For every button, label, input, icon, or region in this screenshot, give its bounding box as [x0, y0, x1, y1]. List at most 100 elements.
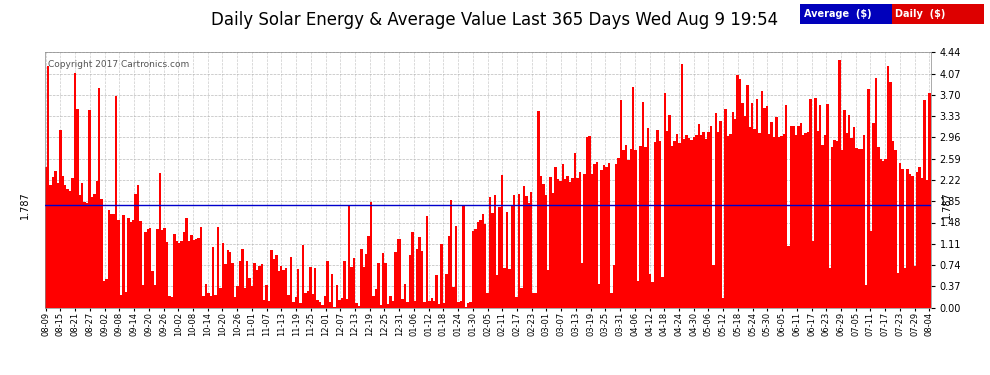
Bar [404, 284, 406, 308]
Bar [916, 172, 919, 308]
Bar [173, 234, 175, 308]
Bar [848, 115, 850, 308]
Bar [91, 197, 93, 308]
Bar [705, 139, 707, 308]
Bar [263, 300, 265, 307]
Bar [715, 112, 717, 308]
Bar [304, 293, 307, 308]
Bar [829, 268, 831, 308]
Bar [148, 228, 151, 308]
Bar [836, 141, 839, 308]
Bar [389, 296, 392, 307]
Bar [195, 239, 197, 308]
Bar [467, 303, 469, 307]
Bar [795, 135, 797, 308]
Bar [469, 302, 472, 307]
Bar [436, 274, 438, 308]
Bar [785, 105, 787, 308]
Bar [352, 258, 355, 308]
Bar [707, 132, 710, 308]
Bar [384, 263, 387, 308]
Bar [763, 108, 765, 307]
Bar [362, 267, 365, 308]
Bar [260, 264, 263, 308]
Bar [867, 89, 870, 308]
Bar [397, 239, 399, 308]
Bar [341, 298, 344, 307]
Bar [770, 122, 773, 308]
Bar [253, 264, 255, 308]
Bar [454, 226, 457, 308]
Bar [700, 135, 703, 308]
Bar [819, 105, 822, 308]
Bar [906, 170, 909, 308]
Bar [800, 123, 802, 308]
Bar [882, 161, 884, 308]
Bar [814, 98, 817, 308]
Bar [911, 176, 914, 308]
Bar [877, 147, 880, 308]
Bar [822, 145, 824, 308]
Bar [275, 255, 277, 308]
Bar [676, 134, 678, 308]
Bar [489, 197, 491, 308]
Bar [348, 206, 350, 308]
Bar [921, 178, 924, 308]
Bar [120, 295, 122, 307]
Bar [666, 130, 668, 308]
Bar [135, 194, 137, 308]
Bar [578, 172, 581, 308]
Bar [424, 302, 426, 307]
Bar [387, 304, 389, 307]
Bar [812, 241, 814, 308]
Bar [382, 252, 384, 308]
Bar [183, 232, 185, 308]
Bar [588, 136, 591, 308]
Bar [926, 180, 929, 308]
Bar [827, 104, 829, 308]
Bar [809, 99, 812, 308]
Bar [350, 267, 352, 308]
Bar [610, 293, 613, 308]
Bar [83, 202, 86, 308]
Bar [180, 241, 183, 308]
Bar [501, 175, 503, 308]
Bar [909, 174, 911, 308]
Bar [168, 296, 171, 307]
Bar [569, 182, 571, 308]
Bar [729, 134, 732, 308]
Bar [929, 93, 931, 308]
Bar [457, 303, 459, 307]
Bar [145, 232, 147, 308]
Bar [45, 167, 47, 308]
Bar [193, 240, 195, 308]
Bar [309, 267, 312, 308]
Bar [322, 305, 324, 308]
Bar [51, 177, 54, 308]
Text: Copyright 2017 Cartronics.com: Copyright 2017 Cartronics.com [48, 60, 189, 69]
Bar [302, 245, 304, 308]
Bar [775, 117, 778, 308]
Text: 1.787: 1.787 [20, 191, 30, 219]
Bar [843, 110, 845, 308]
Bar [188, 241, 190, 308]
Bar [115, 96, 118, 308]
Bar [755, 99, 758, 308]
Bar [742, 103, 743, 308]
Bar [765, 106, 768, 308]
Bar [518, 194, 521, 308]
Bar [605, 167, 608, 308]
Bar [394, 252, 397, 308]
Bar [66, 189, 69, 308]
Bar [710, 126, 712, 308]
Bar [853, 127, 855, 308]
Bar [656, 130, 658, 308]
Bar [627, 160, 630, 308]
Bar [690, 140, 693, 308]
Bar [319, 302, 322, 307]
Bar [329, 302, 331, 307]
Bar [658, 141, 661, 308]
Bar [446, 274, 447, 308]
Bar [210, 296, 212, 307]
Bar [683, 139, 685, 308]
